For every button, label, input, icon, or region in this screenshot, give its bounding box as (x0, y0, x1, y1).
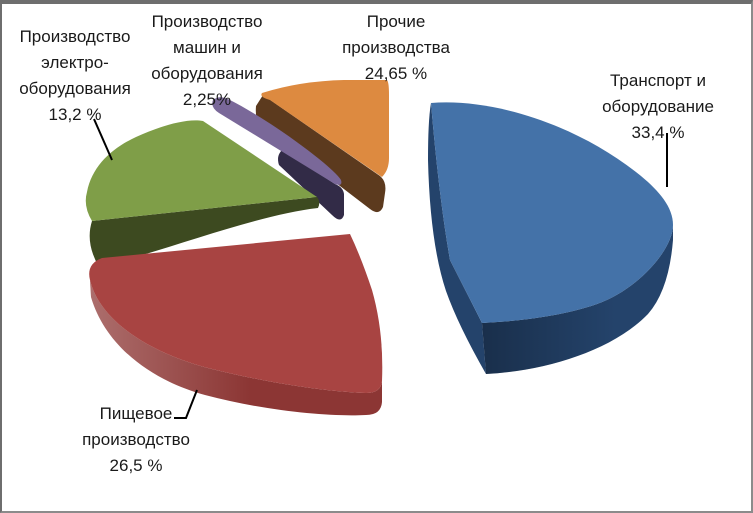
pie-slice-machinery-side (278, 150, 344, 220)
label-transport: Транспорт и оборудование 33,4 % (578, 68, 738, 146)
pie-slice-other-side (255, 95, 386, 213)
label-food: Пищевое производство 26,5 % (71, 401, 201, 479)
label-electro: Производство электро- оборудования 13,2 … (10, 24, 140, 128)
pie-slice-transport (431, 102, 673, 323)
pie-slice-other (261, 80, 389, 177)
label-line: машин и (173, 38, 241, 57)
leader-line-food (174, 389, 198, 419)
pie-slice-food (89, 234, 383, 393)
leader-line-electro (93, 118, 113, 161)
label-value: 13,2 % (48, 105, 102, 124)
label-line: Производство (151, 12, 263, 31)
label-value: 33,4 % (631, 123, 685, 142)
pie-slice-electro (85, 120, 318, 221)
pie-slice-electro-side (89, 197, 320, 267)
label-value: 26,5 % (109, 456, 163, 475)
label-line: Пищевое (99, 404, 173, 423)
label-line: Транспорт и (610, 71, 706, 90)
label-value: 2,25% (182, 90, 232, 109)
label-machinery: Производство машин и оборудования 2,25% (142, 9, 272, 113)
label-line: производства (342, 38, 450, 57)
label-other: Прочие производства 24,65 % (331, 9, 461, 87)
label-line: Прочие (366, 12, 426, 31)
label-line: Производство (19, 27, 131, 46)
label-line: производство (82, 430, 190, 449)
label-line: оборудование (602, 97, 714, 116)
pie-slice-transport-left-side (428, 103, 486, 374)
pie-slice-transport-front-shade (482, 225, 673, 374)
pie-slice-machinery (212, 97, 342, 185)
label-line: оборудования (19, 79, 131, 98)
label-line: оборудования (151, 64, 263, 83)
label-value: 24,65 % (364, 64, 428, 83)
pie-slice-food-side-highlight (90, 280, 382, 416)
label-line: электро- (41, 53, 109, 72)
